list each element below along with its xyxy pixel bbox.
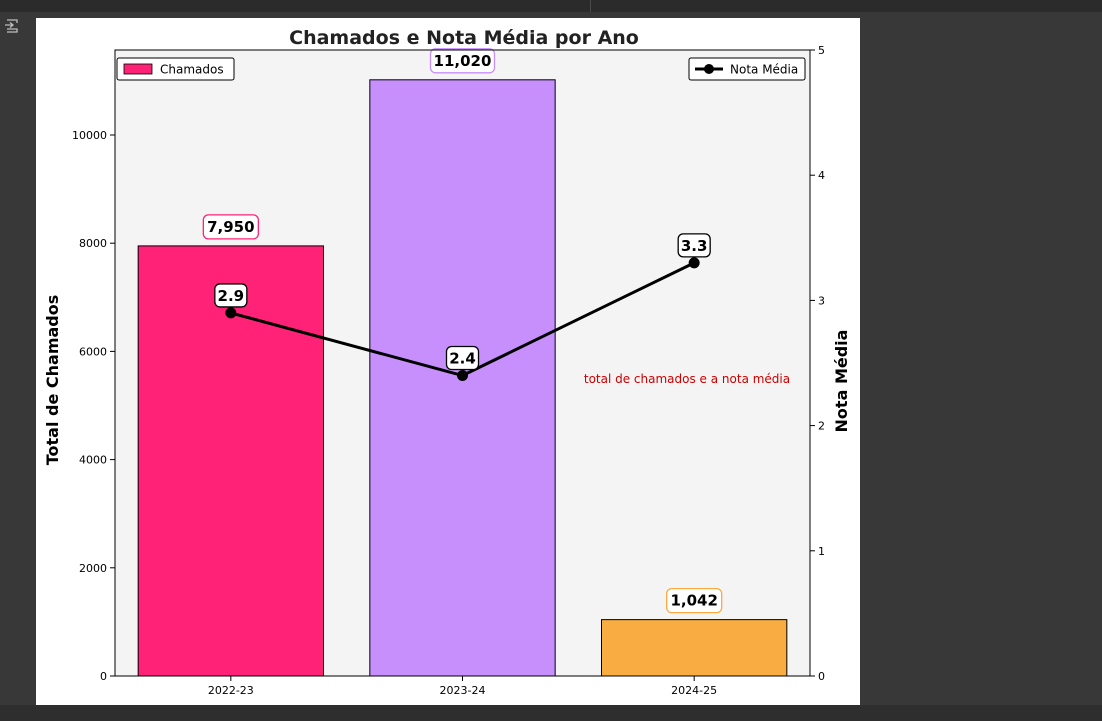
point-value-label: 2.9 — [218, 287, 245, 305]
annotation-text: total de chamados e a nota média — [584, 372, 790, 386]
point-label-box — [214, 283, 248, 308]
point-value-label: 3.3 — [681, 237, 708, 255]
notebook-status-bar — [0, 705, 1102, 721]
chart-title: Chamados e Nota Média por Ano — [289, 27, 639, 49]
legend-label-nota-media: Nota Média — [730, 63, 798, 77]
bar-value-label: 11,020 — [434, 52, 492, 70]
legend-marker-nota-media — [704, 64, 714, 74]
y2-tick-label: 4 — [818, 169, 825, 182]
x-tick-label: 2022-23 — [208, 684, 254, 697]
point-value-label: 2.4 — [449, 350, 476, 368]
bar-2024-25 — [601, 619, 788, 677]
line-point — [457, 370, 468, 382]
y2-tick-label: 5 — [818, 44, 825, 57]
y2-axis-label: Nota Média — [832, 330, 851, 433]
y-tick-label: 6000 — [79, 345, 107, 358]
legend-chamados: Chamados — [116, 57, 235, 81]
point-label-box — [445, 345, 480, 371]
y2-tick-label: 1 — [818, 545, 825, 558]
legend-nota-media: Nota Média — [688, 57, 806, 81]
bar-label-box — [202, 214, 259, 240]
toolbar-divider — [590, 0, 591, 12]
y-tick-label: 4000 — [79, 454, 107, 467]
bar-value-label: 7,950 — [207, 218, 254, 236]
legend-swatch-chamados — [123, 63, 153, 75]
y2-tick-label: 2 — [818, 420, 825, 433]
output-toggle-icon[interactable] — [4, 18, 20, 34]
y-tick-label: 8000 — [79, 237, 107, 250]
bar-value-label: 1,042 — [670, 592, 717, 610]
notebook-toolbar — [0, 0, 1102, 12]
y-tick-label: 10000 — [72, 129, 107, 142]
bar-label-box — [666, 587, 723, 614]
y-tick-label: 2000 — [79, 562, 107, 575]
y2-tick-label: 0 — [818, 670, 825, 683]
point-label-box — [677, 233, 711, 258]
bar-label-box — [429, 48, 496, 74]
legend-label-chamados: Chamados — [160, 63, 224, 77]
chart-canvas: 7,950 11,020 1,042 2.9 2.4 3.3 0 2000 4000 6000 8… — [43, 27, 851, 697]
y-tick-label: 0 — [100, 670, 107, 683]
x-tick-label: 2023-24 — [440, 684, 486, 697]
chart-figure: 7,950 11,020 1,042 2.9 2.4 3.3 0 2000 4000 6000 8… — [36, 18, 860, 705]
line-point — [688, 257, 700, 269]
y2-tick-label: 3 — [818, 294, 825, 307]
x-tick-label: 2024-25 — [671, 684, 717, 697]
y-axis-label: Total de Chamados — [43, 295, 62, 466]
line-point — [225, 307, 237, 319]
